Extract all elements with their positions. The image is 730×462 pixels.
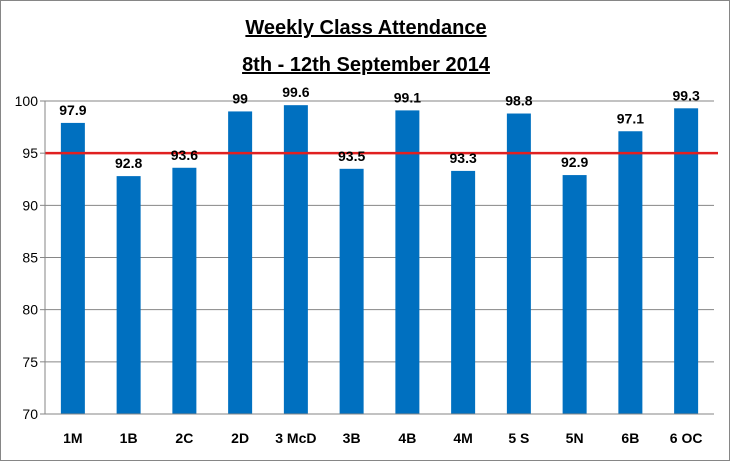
bar-value-label: 93.5 — [338, 148, 365, 164]
x-category-label: 5 S — [508, 430, 529, 446]
bar-value-label: 99 — [232, 90, 248, 106]
bar-value-label: 99.1 — [394, 89, 421, 105]
x-category-label: 3 McD — [275, 430, 316, 446]
bar-value-label: 99.6 — [282, 84, 309, 100]
y-axis-ticks: 70 75 80 85 90 95 100 — [15, 93, 45, 422]
bar — [506, 113, 531, 415]
bar — [172, 167, 197, 414]
bar-value-label: 97.1 — [617, 110, 644, 126]
bar — [283, 105, 308, 414]
chart-title-line-2: 8th - 12th September 2014 — [242, 54, 491, 76]
bar — [451, 170, 476, 414]
bar — [60, 122, 85, 414]
y-tick-label: 100 — [15, 93, 39, 109]
chart-title-line-1: Weekly Class Attendance — [245, 17, 486, 39]
x-category-label: 6 OC — [670, 430, 703, 446]
bar-value-label: 92.9 — [561, 154, 588, 170]
bar-value-label: 99.3 — [673, 87, 700, 103]
x-category-label: 2D — [231, 430, 249, 446]
x-category-label: 2C — [175, 430, 193, 446]
bar-value-label: 92.8 — [115, 155, 142, 171]
x-category-label: 4B — [398, 430, 416, 446]
x-category-label: 5N — [566, 430, 584, 446]
bar — [339, 168, 364, 414]
bars — [60, 105, 699, 415]
y-tick-label: 90 — [22, 197, 38, 213]
bar — [562, 175, 587, 414]
bar — [674, 108, 699, 414]
x-axis-ticks: 1M 1B 2C 2D 3 McD 3B 4B 4M 5 S 5N 6B 6 OC — [63, 430, 702, 446]
y-tick-label: 80 — [22, 302, 38, 318]
x-category-label: 4M — [453, 430, 472, 446]
bar-value-label: 93.6 — [171, 147, 198, 163]
y-tick-label: 75 — [22, 354, 38, 370]
bar — [228, 111, 253, 414]
y-tick-label: 70 — [22, 406, 38, 422]
bar — [618, 131, 643, 415]
y-tick-label: 85 — [22, 250, 38, 266]
y-tick-label: 95 — [22, 145, 38, 161]
x-category-label: 1B — [120, 430, 138, 446]
gridlines — [45, 100, 714, 363]
x-category-label: 6B — [621, 430, 639, 446]
x-category-label: 3B — [343, 430, 361, 446]
bar — [395, 110, 420, 414]
x-category-label: 1M — [63, 430, 82, 446]
bar-value-label: 97.9 — [59, 102, 86, 118]
data-labels: 97.9 92.8 93.6 99 99.6 93.5 99.1 93.3 98.8 92.9 97… — [59, 84, 700, 171]
bar-value-label: 98.8 — [505, 93, 532, 109]
bar-value-label: 93.3 — [450, 150, 477, 166]
bar — [116, 176, 141, 414]
